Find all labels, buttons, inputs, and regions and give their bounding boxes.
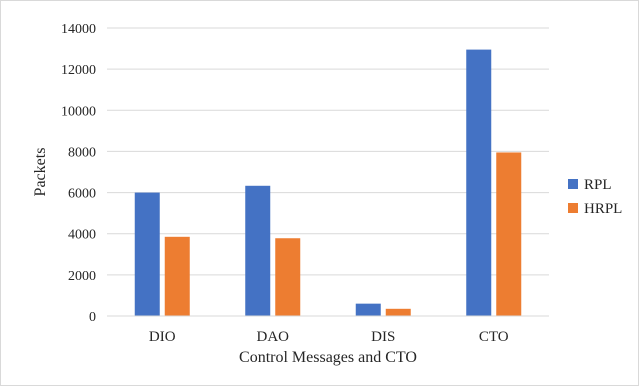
y-tick-label: 14000 [61,22,96,37]
bar-hrpl-dio [164,236,190,316]
bar-rpl-dao [245,185,271,316]
bar-rpl-dis [355,303,381,316]
y-tick-label: 6000 [68,187,96,202]
bar-hrpl-dis [385,308,411,316]
legend: RPL HRPL [568,177,622,217]
x-axis-ticks: DIO DAO DIS CTO [149,329,509,345]
x-tick-label: DAO [257,329,290,345]
y-axis-label: Packets [32,148,49,197]
bar-hrpl-dao [275,238,301,316]
legend-label-rpl: RPL [584,177,612,193]
x-axis-label: Control Messages and CTO [239,349,417,366]
bar-rpl-cto [466,49,492,316]
y-tick-label: 2000 [68,269,96,284]
y-axis-ticks: 0 2000 4000 6000 8000 10000 12000 14000 [61,22,96,325]
x-tick-label: DIS [371,329,395,345]
y-tick-label: 0 [89,310,96,325]
bars [134,49,522,316]
legend-swatch-rpl [568,179,578,189]
bar-hrpl-cto [496,152,522,316]
gridlines [107,27,549,276]
y-tick-label: 4000 [68,228,96,243]
legend-swatch-hrpl [568,203,578,213]
x-tick-label: DIO [149,329,176,345]
y-tick-label: 10000 [61,104,96,119]
x-tick-label: CTO [479,329,509,345]
y-tick-label: 12000 [61,63,96,78]
legend-label-hrpl: HRPL [584,201,622,217]
bar-rpl-dio [134,192,160,316]
y-tick-label: 8000 [68,145,96,160]
